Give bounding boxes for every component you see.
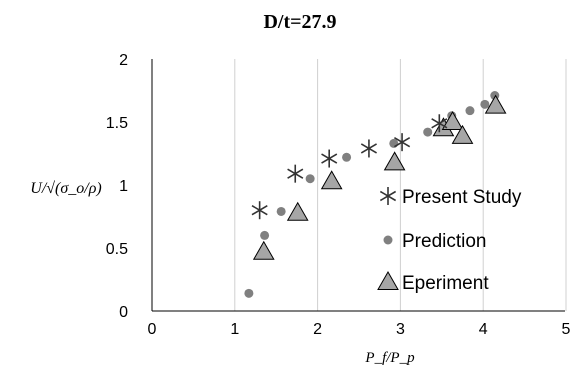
point-circle-5 bbox=[342, 152, 352, 162]
legend-label: Eperiment bbox=[402, 273, 489, 294]
point-asterisk-3 bbox=[321, 149, 338, 168]
point-triangle-2 bbox=[286, 201, 309, 221]
point-circle-7 bbox=[423, 127, 433, 137]
point-asterisk-1 bbox=[251, 201, 268, 220]
point-circle-1 bbox=[244, 288, 254, 298]
point-triangle-8 bbox=[484, 94, 507, 114]
x-tick-label: 2 bbox=[313, 321, 322, 338]
x-tick-label: 3 bbox=[396, 321, 405, 338]
legend-marker-triangle bbox=[377, 270, 399, 290]
y-tick-label: 1 bbox=[119, 178, 128, 195]
point-triangle-4 bbox=[383, 151, 406, 171]
gridlines bbox=[234, 59, 567, 311]
point-circle-10 bbox=[480, 99, 490, 109]
point-triangle-1 bbox=[252, 240, 275, 260]
point-circle-3 bbox=[276, 206, 286, 216]
point-triangle-6 bbox=[441, 110, 464, 130]
point-circle-6 bbox=[389, 138, 399, 148]
point-triangle-3 bbox=[320, 170, 343, 190]
y-tick-label: 1.5 bbox=[106, 115, 128, 132]
point-asterisk-5 bbox=[394, 133, 411, 152]
legend-marker-asterisk bbox=[379, 187, 397, 205]
point-circle-9 bbox=[465, 106, 475, 116]
point-asterisk-6 bbox=[431, 114, 448, 133]
x-axis-label: P_f/P_p bbox=[364, 350, 415, 366]
y-tick-label: 2 bbox=[119, 52, 128, 69]
legend: Present Study Prediction Eperiment bbox=[377, 187, 522, 294]
x-tick-label: 0 bbox=[148, 321, 157, 338]
legend-label: Present Study bbox=[402, 187, 522, 208]
y-tick-labels: 0 0.5 1 1.5 2 bbox=[106, 52, 128, 321]
x-tick-labels: 0 1 2 3 4 5 bbox=[148, 321, 570, 338]
point-circle-2 bbox=[260, 230, 270, 240]
x-tick-label: 5 bbox=[562, 321, 570, 338]
legend-marker-circle bbox=[383, 235, 393, 245]
point-asterisk-4 bbox=[360, 139, 377, 158]
x-tick-label: 4 bbox=[479, 321, 488, 338]
y-axis-label: U/√(σ_o/ρ) bbox=[30, 180, 101, 197]
point-triangle-7 bbox=[451, 124, 474, 144]
data-marks bbox=[244, 91, 507, 298]
x-tick-label: 1 bbox=[230, 321, 239, 338]
legend-label: Prediction bbox=[402, 231, 487, 252]
point-circle-4 bbox=[305, 174, 315, 184]
y-tick-label: 0.5 bbox=[106, 241, 128, 258]
chart-title: D/t=27.9 bbox=[263, 11, 336, 33]
point-asterisk-2 bbox=[287, 164, 304, 183]
y-tick-label: 0 bbox=[119, 304, 128, 321]
